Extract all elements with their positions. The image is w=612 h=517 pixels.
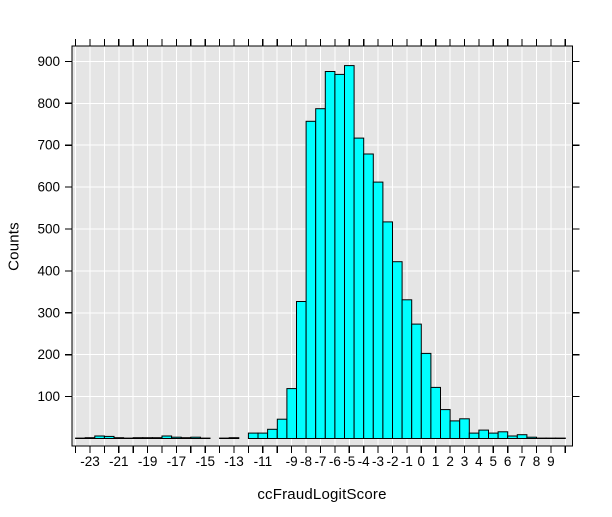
x-tick-label: 4 xyxy=(475,454,483,469)
y-tick-label: 600 xyxy=(37,180,60,195)
x-tick-label: -3 xyxy=(372,454,384,469)
x-tick-label: 3 xyxy=(461,454,469,469)
histogram-bar xyxy=(151,437,163,440)
histogram-bar xyxy=(526,436,538,440)
histogram-bar xyxy=(286,388,297,440)
histogram-bar xyxy=(190,436,201,440)
x-tick-label: -4 xyxy=(358,454,370,469)
x-tick-label: -23 xyxy=(80,454,100,469)
x-tick-label: 2 xyxy=(446,454,454,469)
y-tick-label: 800 xyxy=(37,96,60,111)
x-tick-label: -5 xyxy=(343,454,355,469)
y-tick-label: 900 xyxy=(37,54,60,69)
histogram-bar xyxy=(363,153,374,439)
histogram-bar xyxy=(459,418,470,439)
histogram-bar xyxy=(507,435,518,439)
histogram-bar xyxy=(171,436,182,440)
histogram-bar xyxy=(180,437,192,440)
y-axis-title-text: Counts xyxy=(5,222,23,271)
x-axis-title: ccFraudLogitScore xyxy=(0,486,612,503)
x-tick-label: -13 xyxy=(224,454,244,469)
histogram-bar xyxy=(372,181,384,439)
x-tick-label: 1 xyxy=(432,454,440,469)
histogram-bar xyxy=(161,435,173,439)
x-tick-label: -11 xyxy=(254,454,273,469)
x-tick-label: -19 xyxy=(138,454,158,469)
histogram-bar xyxy=(430,386,441,439)
histogram-bar xyxy=(247,432,259,440)
histogram-bar xyxy=(488,432,499,440)
x-tick-label: 5 xyxy=(490,454,498,469)
x-tick-label: -2 xyxy=(386,454,398,469)
histogram-bar xyxy=(420,352,432,439)
x-axis-title-text: ccFraudLogitScore xyxy=(257,486,387,503)
x-tick-label: -6 xyxy=(329,454,341,469)
histogram-bar xyxy=(113,437,125,440)
x-tick-label: -15 xyxy=(195,454,215,469)
histogram-bar xyxy=(468,432,480,440)
histogram-bar xyxy=(411,323,422,440)
y-tick-label: 400 xyxy=(37,263,60,278)
x-tick-label: -21 xyxy=(109,454,129,469)
histogram-bar xyxy=(449,420,461,439)
plot-border xyxy=(71,45,574,447)
histogram-bar xyxy=(94,435,105,439)
histogram-bar xyxy=(392,261,403,440)
histogram-bar xyxy=(344,65,355,439)
x-tick-label: -8 xyxy=(300,454,312,469)
x-tick-label: 6 xyxy=(504,454,512,469)
histogram-bar xyxy=(142,437,153,440)
histogram-bar xyxy=(440,409,451,440)
x-tick-label: -7 xyxy=(314,454,326,469)
histogram-bar xyxy=(516,434,528,440)
histogram-bar xyxy=(257,432,269,440)
x-tick-label: -9 xyxy=(286,454,298,469)
histogram-bar xyxy=(132,437,144,440)
x-tick-label: -1 xyxy=(401,454,413,469)
histogram-bar xyxy=(497,431,509,439)
y-tick-label: 200 xyxy=(37,347,60,362)
x-tick-label: 7 xyxy=(518,454,526,469)
histogram-bar xyxy=(228,437,240,440)
histogram-bar xyxy=(296,301,307,439)
histogram-bar xyxy=(478,429,489,440)
y-tick-label: 700 xyxy=(37,138,60,153)
y-axis-title: Counts xyxy=(6,137,23,357)
histogram-bar xyxy=(84,437,96,440)
x-tick-label: -17 xyxy=(167,454,187,469)
x-tick-label: 0 xyxy=(418,454,426,469)
histogram-bar xyxy=(305,120,317,440)
y-tick-label: 300 xyxy=(37,305,60,320)
histogram-bar xyxy=(315,108,326,439)
histogram-bar xyxy=(334,73,345,440)
histogram-bar xyxy=(401,299,413,439)
histogram-bar xyxy=(353,137,365,439)
x-tick-label: 8 xyxy=(533,454,541,469)
histogram-bar xyxy=(267,428,278,439)
y-tick-label: 500 xyxy=(37,222,60,237)
histogram-bar xyxy=(382,221,393,439)
x-tick-label: 9 xyxy=(547,454,555,469)
histogram-bar xyxy=(103,435,115,439)
y-tick-label: 100 xyxy=(37,389,60,404)
histogram-bar xyxy=(324,71,336,439)
histogram-bar xyxy=(276,418,288,440)
